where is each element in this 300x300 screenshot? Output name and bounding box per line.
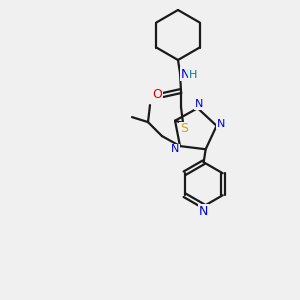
Text: N: N	[171, 144, 179, 154]
Text: H: H	[189, 70, 197, 80]
Text: N: N	[194, 99, 203, 109]
Text: O: O	[152, 88, 162, 101]
Text: S: S	[180, 122, 188, 136]
Text: N: N	[180, 68, 190, 80]
Text: N: N	[199, 205, 208, 218]
Text: N: N	[216, 119, 225, 129]
